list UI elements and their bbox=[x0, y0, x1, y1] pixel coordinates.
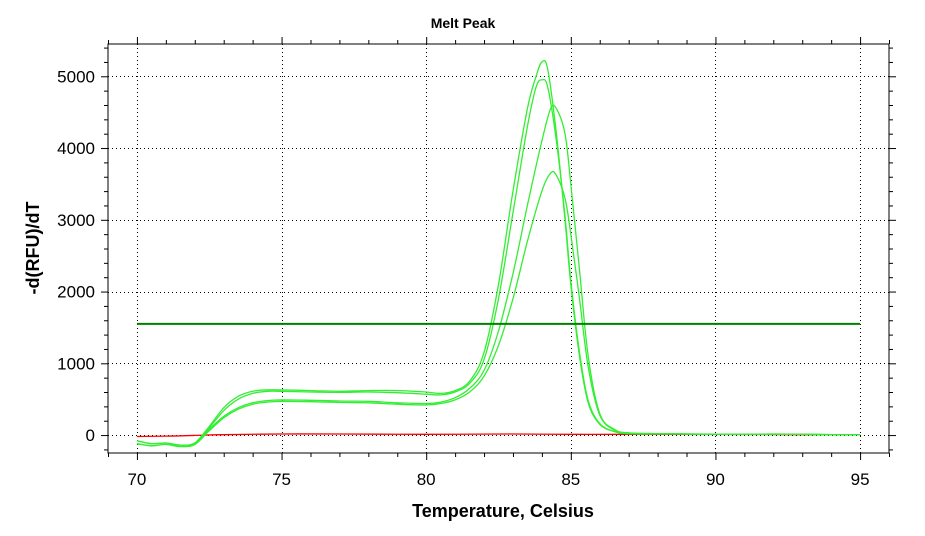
y-tick-label: 2000 bbox=[57, 283, 95, 302]
x-tick-label: 75 bbox=[272, 470, 291, 489]
y-tick-label: 3000 bbox=[57, 211, 95, 230]
x-tick-label: 70 bbox=[127, 470, 146, 489]
plot-frame bbox=[107, 43, 890, 454]
y-tick-label: 0 bbox=[86, 426, 95, 445]
grid-lines bbox=[108, 44, 889, 453]
y-tick-label: 4000 bbox=[57, 139, 95, 158]
x-tick-label: 95 bbox=[851, 470, 870, 489]
y-axis-title: -d(RFU)/dT bbox=[23, 202, 43, 295]
plot-area bbox=[107, 43, 890, 454]
x-tick-label: 80 bbox=[417, 470, 436, 489]
y-tick-label: 1000 bbox=[57, 354, 95, 373]
series-line bbox=[136, 170, 861, 448]
y-tick-label: 5000 bbox=[57, 67, 95, 86]
x-axis-title: Temperature, Celsius bbox=[412, 501, 594, 521]
chart-title: Melt Peak bbox=[431, 15, 496, 31]
axis-ticks: 70 75 80 85 90 95 0 1000 2000 3000 4000 5000 bbox=[57, 37, 896, 489]
series-layer bbox=[136, 59, 861, 448]
x-tick-label: 90 bbox=[706, 470, 725, 489]
x-tick-label: 85 bbox=[561, 470, 580, 489]
